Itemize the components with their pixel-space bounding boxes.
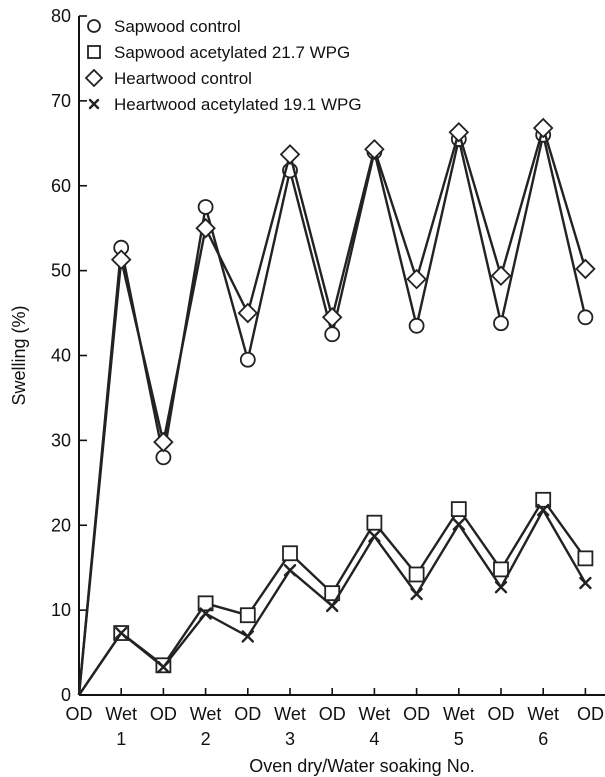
x-axis-ticks: OD Wet OD Wet OD Wet OD Wet OD Wet OD Wet OD 1 2 3 4 5 6 bbox=[66, 688, 604, 749]
x-marker bbox=[114, 626, 128, 640]
diamond-marker bbox=[110, 249, 132, 270]
diamond-marker bbox=[153, 431, 174, 453]
x-marker bbox=[326, 599, 339, 613]
cycle-number-label: 2 bbox=[201, 729, 211, 749]
legend-item: Heartwood acetylated 19.1 WPG bbox=[88, 95, 362, 114]
diamond-marker bbox=[321, 307, 343, 328]
x-marker bbox=[537, 503, 550, 517]
square-marker bbox=[493, 561, 509, 578]
legend: Sapwood control Sapwood acetylated 21.7 W… bbox=[84, 17, 362, 114]
x-tick-label: OD bbox=[488, 704, 515, 724]
x-tick-label: OD bbox=[150, 704, 177, 724]
square-marker bbox=[577, 550, 594, 567]
x-tick-label: Wet bbox=[274, 704, 306, 724]
circle-marker bbox=[493, 315, 509, 332]
x-marker bbox=[88, 98, 100, 110]
square-marker bbox=[535, 491, 552, 508]
square-marker bbox=[408, 566, 425, 583]
y-tick-label: 40 bbox=[51, 346, 71, 366]
x-marker bbox=[199, 607, 212, 620]
x-tick-label: OD bbox=[577, 704, 604, 724]
x-tick-label: OD bbox=[66, 704, 93, 724]
circle-marker bbox=[239, 351, 256, 368]
legend-label: Heartwood acetylated 19.1 WPG bbox=[114, 95, 362, 114]
circle-marker bbox=[577, 309, 594, 326]
circle-marker bbox=[324, 326, 341, 343]
legend-item: Sapwood acetylated 21.7 WPG bbox=[87, 43, 350, 62]
circle-marker bbox=[87, 19, 101, 33]
x-tick-label: OD bbox=[319, 704, 346, 724]
series-line bbox=[78, 508, 587, 696]
cycle-number-label: 5 bbox=[454, 729, 464, 749]
x-marker bbox=[579, 576, 592, 590]
square-marker bbox=[239, 607, 256, 624]
diamond-marker bbox=[364, 138, 385, 160]
diamond-marker bbox=[575, 258, 596, 280]
circle-marker bbox=[155, 449, 172, 466]
axes bbox=[78, 16, 605, 696]
x-tick-label: Wet bbox=[105, 704, 137, 724]
legend-item: Heartwood control bbox=[84, 68, 252, 88]
x-tick-label: Wet bbox=[359, 704, 391, 724]
cycle-number-label: 4 bbox=[369, 729, 379, 749]
x-tick-label: Wet bbox=[190, 704, 222, 724]
y-tick-label: 10 bbox=[51, 600, 71, 620]
series-diamond bbox=[77, 117, 596, 696]
cycle-number-label: 3 bbox=[285, 729, 295, 749]
y-tick-label: 60 bbox=[51, 176, 71, 196]
x-marker bbox=[157, 660, 170, 674]
y-axis-label: Swelling (%) bbox=[9, 305, 29, 405]
series-line bbox=[77, 133, 587, 696]
circle-marker bbox=[408, 317, 425, 334]
x-tick-label: Wet bbox=[527, 704, 559, 724]
x-marker bbox=[241, 630, 255, 643]
y-tick-label: 0 bbox=[61, 685, 71, 705]
square-marker bbox=[282, 545, 298, 562]
cycle-number-label: 1 bbox=[116, 729, 126, 749]
x-tick-label: Wet bbox=[443, 704, 475, 724]
x-marker bbox=[410, 587, 423, 601]
series-x bbox=[78, 503, 592, 696]
series-square bbox=[78, 491, 594, 696]
diamond-marker bbox=[237, 302, 259, 324]
diamond-marker bbox=[406, 268, 427, 290]
legend-label: Sapwood acetylated 21.7 WPG bbox=[114, 43, 350, 62]
x-marker bbox=[452, 518, 465, 531]
square-marker bbox=[366, 514, 383, 531]
x-axis-label: Oven dry/Water soaking No. bbox=[249, 756, 474, 776]
x-tick-label: OD bbox=[234, 704, 261, 724]
square-marker bbox=[450, 501, 467, 518]
x-marker bbox=[494, 581, 508, 594]
y-tick-label: 20 bbox=[51, 515, 71, 535]
diamond-marker bbox=[279, 144, 301, 165]
diamond-marker bbox=[195, 217, 216, 239]
square-marker bbox=[87, 45, 101, 59]
y-tick-label: 50 bbox=[51, 261, 71, 281]
y-tick-label: 70 bbox=[51, 91, 71, 111]
diamond-marker bbox=[84, 68, 104, 88]
legend-item: Sapwood control bbox=[87, 17, 241, 36]
y-axis-ticks: 0 10 20 30 40 50 60 70 80 bbox=[51, 6, 87, 705]
series-layer bbox=[77, 117, 596, 696]
circle-marker bbox=[197, 199, 214, 215]
diamond-marker bbox=[532, 117, 554, 139]
square-marker bbox=[197, 595, 214, 612]
cycle-number-label: 6 bbox=[538, 729, 548, 749]
diamond-marker bbox=[490, 265, 512, 286]
diamond-marker bbox=[448, 122, 470, 143]
y-tick-label: 80 bbox=[51, 6, 71, 26]
legend-label: Heartwood control bbox=[114, 69, 252, 88]
y-tick-label: 30 bbox=[51, 430, 71, 450]
x-tick-label: OD bbox=[403, 704, 430, 724]
x-marker bbox=[368, 530, 381, 543]
x-marker bbox=[283, 564, 297, 577]
legend-label: Sapwood control bbox=[114, 17, 241, 36]
